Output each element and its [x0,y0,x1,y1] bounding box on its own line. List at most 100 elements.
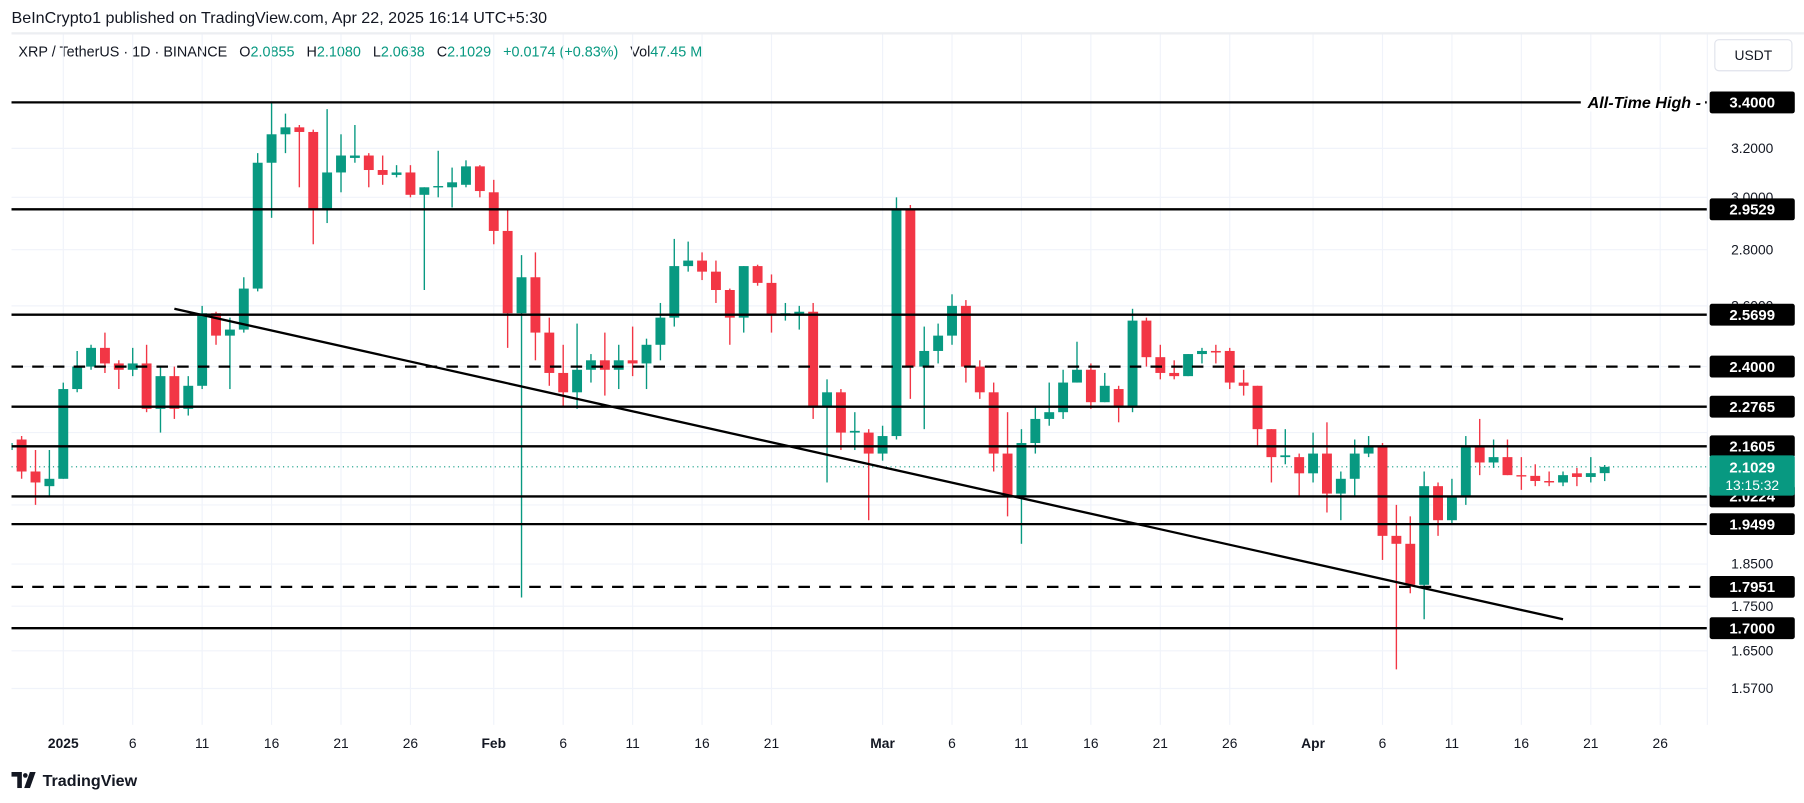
candle-down[interactable] [1252,385,1263,447]
candle-down[interactable] [905,204,916,399]
candle-down[interactable] [488,179,499,245]
candle-up[interactable] [1419,471,1430,620]
candle-up[interactable] [1349,439,1360,498]
candle-down[interactable] [710,260,721,303]
candle-up[interactable] [822,379,832,483]
candle-down[interactable] [530,252,541,361]
candle-down[interactable] [16,436,27,479]
currency-button[interactable]: USDT [1714,39,1793,72]
candle-up[interactable] [183,376,194,416]
candle-up[interactable] [1558,471,1568,487]
candle-down[interactable] [1544,471,1555,487]
candle-up[interactable] [72,350,83,393]
candle-down[interactable] [1502,439,1513,476]
candle-down[interactable] [113,360,124,390]
candle-down[interactable] [863,429,874,521]
candle-down[interactable] [1238,369,1249,396]
candle-down[interactable] [1210,344,1221,364]
candle-up[interactable] [1446,478,1457,525]
candle-down[interactable] [474,165,485,198]
candle-up[interactable] [1585,457,1596,483]
candle-up[interactable] [1099,372,1110,403]
candle-up[interactable] [794,305,805,330]
candle-up[interactable] [224,317,235,390]
candle-up[interactable] [280,113,291,154]
candle-up[interactable] [1072,341,1082,383]
candle-up[interactable] [127,347,138,377]
candle-down[interactable] [835,389,846,451]
candle-down[interactable] [363,153,374,188]
candle-up[interactable] [349,125,360,163]
candle-down[interactable] [544,317,555,386]
candle-up[interactable] [1488,439,1499,468]
candle-up[interactable] [44,450,55,498]
candle-up[interactable] [252,153,263,292]
symbol-title[interactable]: XRP / TetherUS · 1D · BINANCE [18,43,228,60]
candle-down[interactable] [1266,429,1277,483]
candle-down[interactable] [1155,344,1166,380]
candle-up[interactable] [447,167,458,208]
candle-down[interactable] [502,210,513,348]
candle-down[interactable] [377,155,388,185]
candle-down[interactable] [1405,516,1416,594]
candle-up[interactable] [1044,382,1055,426]
candle-up[interactable] [58,382,69,479]
candle-down[interactable] [808,302,819,419]
candle-up[interactable] [86,344,96,370]
candle-up[interactable] [1197,347,1207,364]
candle-up[interactable] [919,326,930,430]
candle-down[interactable] [974,360,985,399]
candle-up[interactable] [336,134,346,193]
candle-up[interactable] [933,323,944,364]
candle-down[interactable] [405,165,416,198]
candle-up[interactable] [669,238,680,327]
candle-up[interactable] [197,305,208,390]
candle-up[interactable] [1308,432,1319,483]
candle-down[interactable] [752,264,763,286]
candle-up[interactable] [683,241,694,272]
candle-up[interactable] [738,266,749,333]
candle-down[interactable] [294,125,305,188]
candle-down[interactable] [1377,443,1388,560]
candle-up[interactable] [1183,354,1194,377]
candle-down[interactable] [988,382,999,472]
candle-up[interactable] [516,255,527,598]
candle-down[interactable] [627,326,638,377]
candle-up[interactable] [461,160,471,188]
candle-down[interactable] [1433,482,1443,536]
candle-down[interactable] [960,300,971,383]
candle-up[interactable] [266,102,277,218]
candle-down[interactable] [1113,385,1124,423]
candle-up[interactable] [641,338,652,390]
candle-up[interactable] [947,294,957,345]
candle-down[interactable] [1002,412,1013,517]
candle-down[interactable] [1391,504,1402,670]
candle-up[interactable] [433,150,444,198]
candle-up[interactable] [849,412,860,451]
candle-up[interactable] [391,165,402,178]
candle-up[interactable] [322,109,333,224]
candle-down[interactable] [308,129,319,245]
candle-up[interactable] [155,366,166,433]
candle-up[interactable] [891,197,902,440]
candle-up[interactable] [3,440,13,458]
tradingview-logo[interactable]: TradingView [11,771,137,789]
candle-up[interactable] [1058,369,1069,419]
candle-up[interactable] [1460,436,1471,505]
candle-down[interactable] [1224,347,1235,390]
candle-up[interactable] [877,425,888,461]
candle-down[interactable] [766,274,777,333]
candle-down[interactable] [1571,467,1582,487]
candle-down[interactable] [724,288,735,345]
candle-up[interactable] [586,354,596,383]
candle-down[interactable] [1516,457,1527,490]
candle-up[interactable] [655,302,666,361]
candle-down[interactable] [1169,360,1180,380]
candle-down[interactable] [141,344,152,413]
candle-up[interactable] [419,187,430,291]
candle-down[interactable] [1085,363,1096,409]
candle-down[interactable] [1141,317,1152,367]
candle-down[interactable] [1294,453,1305,498]
candle-up[interactable] [1599,464,1610,482]
